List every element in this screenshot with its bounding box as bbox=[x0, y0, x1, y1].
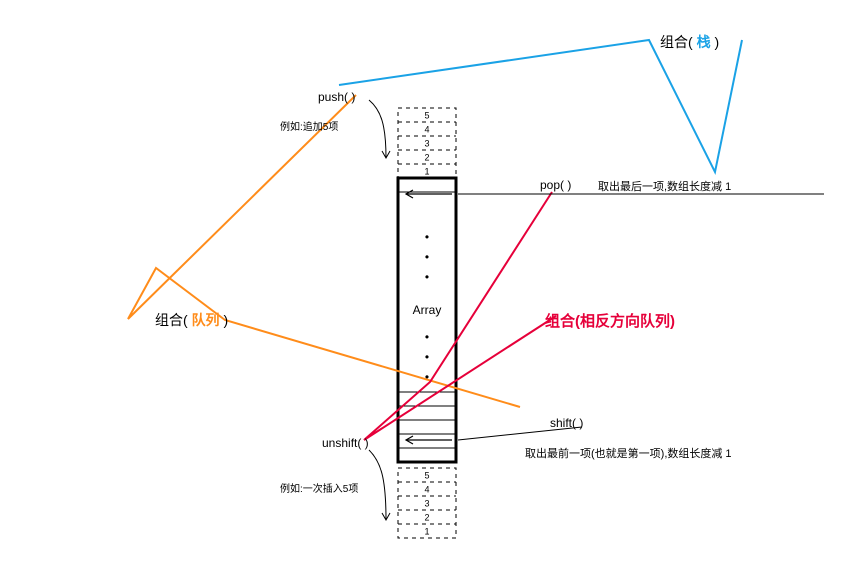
svg-text:•: • bbox=[425, 270, 429, 284]
label-unshift: unshift( ) bbox=[322, 436, 369, 450]
svg-text:1: 1 bbox=[424, 166, 429, 176]
combo-stack-prefix: 组合( bbox=[660, 34, 693, 50]
combo-queue: 组合( 队列 ) bbox=[155, 310, 228, 330]
svg-text:2: 2 bbox=[424, 512, 429, 522]
combo-stack-word: 栈 bbox=[697, 34, 711, 50]
svg-text:2: 2 bbox=[424, 152, 429, 162]
label-pop: pop( ) bbox=[540, 178, 571, 192]
svg-text:4: 4 bbox=[424, 124, 429, 134]
combo-reverse-queue: 组合(相反方向队列) bbox=[545, 310, 675, 331]
combo-stack: 组合( 栈 ) bbox=[660, 32, 719, 52]
combo-queue-suffix: ) bbox=[223, 312, 228, 328]
combo-queue-prefix: 组合( bbox=[155, 312, 188, 328]
array-label: Array bbox=[398, 303, 456, 317]
diagram-root: 5 4 3 2 1 5 4 3 2 1 • • • • • • 组合( 栈 ) 组合( 队列 ) 组合(相反方… bbox=[0, 0, 851, 575]
svg-text:5: 5 bbox=[424, 470, 429, 480]
note-shift: 取出最前一项(也就是第一项),数组长度减 1 bbox=[525, 445, 732, 461]
note-unshift: 例如:一次插入5项 bbox=[280, 480, 358, 495]
label-push: push( ) bbox=[318, 90, 355, 104]
svg-text:3: 3 bbox=[424, 138, 429, 148]
svg-text:•: • bbox=[425, 350, 429, 364]
svg-text:1: 1 bbox=[424, 526, 429, 536]
svg-text:3: 3 bbox=[424, 498, 429, 508]
svg-text:5: 5 bbox=[424, 110, 429, 120]
note-push: 例如:追加5项 bbox=[280, 118, 338, 133]
combo-stack-suffix: ) bbox=[714, 34, 719, 50]
svg-text:•: • bbox=[425, 250, 429, 264]
label-shift: shift( ) bbox=[550, 416, 583, 430]
svg-text:•: • bbox=[425, 230, 429, 244]
svg-text:•: • bbox=[425, 330, 429, 344]
note-pop: 取出最后一项,数组长度减 1 bbox=[598, 178, 731, 194]
svg-text:4: 4 bbox=[424, 484, 429, 494]
combo-queue-word: 队列 bbox=[192, 312, 220, 328]
diagram-svg: 5 4 3 2 1 5 4 3 2 1 • • • • • • bbox=[0, 0, 851, 575]
svg-text:•: • bbox=[425, 370, 429, 384]
